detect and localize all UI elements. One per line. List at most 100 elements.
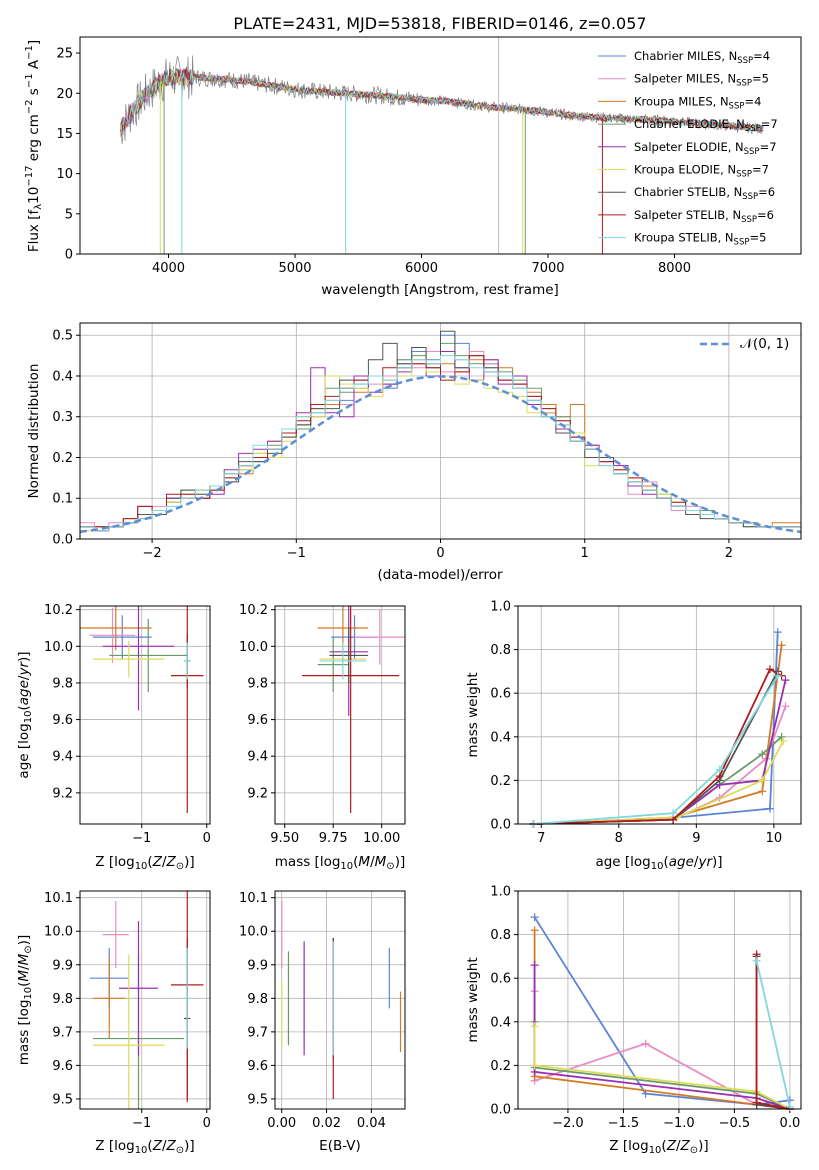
age-mass-ytick-label: 10.0	[239, 640, 268, 655]
spectrum-xtick-label: 7000	[531, 261, 564, 276]
legend-entry-label: Salpeter MILES, NSSP=5	[634, 72, 769, 89]
weight-marker	[777, 641, 786, 650]
weight-marker	[779, 737, 788, 746]
weight-marker	[530, 913, 539, 922]
age-vs-metallicity-panel: −1 09.29.49.69.810.010.2 Z [log10(Z/Z⊙)] …	[16, 603, 211, 872]
mass-metallicity-ytick-label: 10.1	[44, 891, 73, 906]
legend-entry-label: Salpeter ELODIE, NSSP=7	[634, 140, 777, 157]
age-metallicity-errorbars	[80, 606, 204, 814]
spectrum-ylabel: Flux [fλ10−17 erg cm−2 s−1 A−1]	[24, 40, 44, 252]
legend-count: =4	[753, 49, 770, 63]
weight-age-ylabel: mass weight	[465, 672, 481, 757]
weight-metallicity-ytick-label: 0.8	[490, 928, 511, 943]
mass-metallicity-ytick-label: 9.6	[52, 1059, 73, 1074]
histogram-ytick-label: 0.0	[52, 533, 73, 548]
weight-line	[755, 960, 791, 1108]
age-mass-xtick-label: 9.75	[319, 831, 348, 846]
weight-age-xtick-label: 10	[766, 831, 783, 846]
age-metallicity-xtick-label: 0	[203, 831, 211, 846]
mass-extinction-ytick-label: 9.8	[247, 992, 268, 1007]
legend-count: =7	[760, 140, 777, 154]
weight-line	[533, 991, 790, 1108]
legend-subscript: SSP	[742, 192, 758, 202]
legend-count: =6	[757, 208, 774, 222]
weight-marker	[758, 750, 767, 759]
data-spectrum-line	[120, 55, 763, 145]
weight-line	[533, 675, 779, 825]
legend-entry-label: Salpeter STELIB, NSSP=6	[634, 208, 774, 225]
weight-line	[533, 667, 783, 825]
weight-metallicity-ylabel: mass weight	[465, 957, 481, 1042]
age-mass-ytick-label: 10.2	[239, 603, 268, 618]
spectrum-xtick-label: 8000	[658, 261, 691, 276]
legend-subscript: SSP	[745, 124, 761, 134]
histogram-legend: 𝒩(0, 1)	[700, 336, 789, 352]
weight-line	[533, 679, 787, 825]
weight-marker	[765, 665, 774, 674]
mass-metallicity-xtick-label: 0	[203, 1116, 211, 1131]
age-metallicity-ytick-label: 9.4	[52, 750, 73, 765]
mass-metallicity-ytick-label: 9.7	[52, 1025, 73, 1040]
spectrum-ytick-label: 20	[56, 87, 73, 102]
residual-histogram-panel: −2 −1 0 1 2 0.0 0.1 0.2 0.3 0.4 0.5 (data-model)/e…	[26, 322, 802, 583]
weight-metallicity-xtick-label: 0.0	[780, 1116, 801, 1131]
weight-marker	[530, 1061, 539, 1070]
mass-extinction-ytick-label: 9.5	[247, 1092, 268, 1107]
weight-marker	[773, 671, 782, 680]
mass-vs-metallicity-panel: −1 0 9.5 9.6 9.7 9.8 9.9 10.0 10.1 Z [log10(Z/Z⊙…	[16, 890, 211, 1156]
spectrum-curves	[120, 37, 764, 254]
mass-extinction-axes-frame	[274, 890, 406, 1110]
weight-metallicity-xtick-label: −1.0	[663, 1116, 695, 1131]
mass-extinction-xlabel: E(B-V)	[319, 1138, 361, 1154]
weight-age-xtick-label: 7	[537, 831, 545, 846]
mass-extinction-xtick-label: 0.00	[267, 1116, 296, 1131]
weight-metallicity-ytick-label: 0.2	[490, 1059, 511, 1074]
weight-marker	[530, 926, 539, 935]
age-vs-mass-panel: 9.50 9.75 10.00 9.2 9.4 9.6 9.8 10.0 10.2 mass […	[239, 603, 406, 872]
legend-count: =7	[752, 163, 769, 177]
spectrum-ytick-label: 25	[56, 47, 73, 62]
weight-marker	[781, 676, 790, 685]
spectrum-title: PLATE=2431, MJD=53818, FIBERID=0146, z=0…	[233, 14, 646, 33]
histogram-xtick-label: 0	[436, 546, 444, 561]
mass-metallicity-xtick-label: −1	[132, 1116, 151, 1131]
mass-metallicity-ytick-label: 10.0	[44, 925, 73, 940]
legend-entry-label: Kroupa STELIB, NSSP=5	[634, 231, 766, 248]
spectrum-xtick-label: 5000	[278, 261, 311, 276]
spectrum-axes-frame	[79, 36, 802, 255]
histogram-ytick-label: 0.2	[52, 451, 73, 466]
legend-subscript: SSP	[737, 56, 753, 66]
age-metallicity-ytick-label: 10.2	[44, 603, 73, 618]
mass-extinction-errorbars	[281, 901, 402, 1099]
age-mass-ytick-label: 9.8	[247, 676, 268, 691]
weight-line	[533, 1026, 791, 1110]
mass-metallicity-ytick-label: 9.9	[52, 958, 73, 973]
mass-extinction-ytick-label: 9.7	[247, 1025, 268, 1040]
age-mass-axes-frame	[274, 605, 406, 825]
legend-subscript: SSP	[734, 238, 750, 248]
weight-marker	[781, 702, 790, 711]
weight-metallicity-lines	[530, 913, 794, 1113]
age-metallicity-xlabel: Z [log10(Z/Z⊙)]	[95, 854, 194, 872]
spectrum-xlabel: wavelength [Angstrom, rest frame]	[321, 282, 559, 298]
weight-marker	[785, 1102, 794, 1111]
histogram-xtick-label: −2	[143, 546, 162, 561]
histogram-ytick-label: 0.3	[52, 410, 73, 425]
weight-age-ytick-label: 1.0	[490, 600, 511, 615]
weight-marker	[752, 956, 761, 965]
model-spectrum-line	[120, 69, 764, 136]
legend-count: =6	[758, 185, 775, 199]
mass-extinction-xtick-label: 0.02	[312, 1116, 341, 1131]
weight-metallicity-xtick-label: −0.5	[719, 1116, 751, 1131]
weight-marker	[758, 776, 767, 785]
weight-metallicity-ytick-label: 0.6	[490, 972, 511, 987]
age-mass-errorbars	[302, 606, 405, 814]
spectrum-ytick-label: 10	[56, 167, 73, 182]
mass-extinction-ytick-label: 10.0	[239, 925, 268, 940]
legend-subscript: SSP	[741, 215, 757, 225]
weight-marker	[530, 1022, 539, 1031]
normal-curve	[80, 375, 801, 534]
weight-line	[533, 916, 791, 1106]
legend-subscript: SSP	[744, 147, 760, 157]
